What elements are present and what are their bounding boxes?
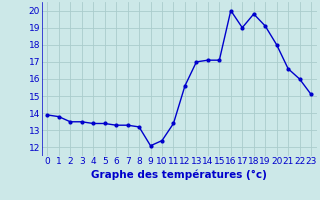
X-axis label: Graphe des températures (°c): Graphe des températures (°c) — [91, 169, 267, 180]
